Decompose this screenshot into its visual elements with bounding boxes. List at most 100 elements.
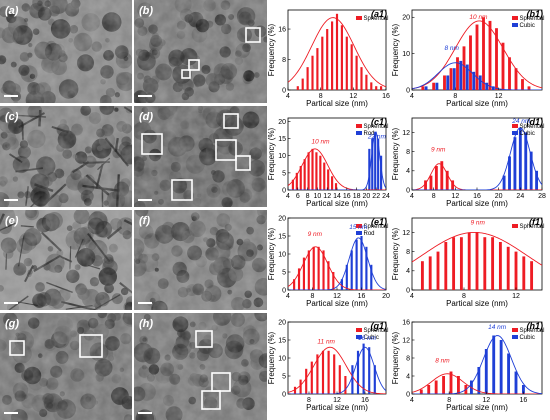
x-axis-label: Partical size (nm) <box>446 403 508 412</box>
bar <box>440 161 444 190</box>
y-axis-label: Frequency (%) <box>391 23 400 76</box>
bar <box>368 347 371 394</box>
bar <box>518 127 522 190</box>
bar <box>307 250 310 290</box>
x-tick-label: 4 <box>286 93 290 100</box>
tem-panel: (h) <box>134 313 267 420</box>
tem-panel: (d) <box>134 106 267 207</box>
peak-annotation: 16 nm <box>358 335 377 342</box>
x-tick-label: 4 <box>286 193 290 200</box>
bar <box>305 368 308 394</box>
tem-panel: (c) <box>0 106 132 207</box>
legend-label: Spherical <box>364 124 389 130</box>
gaussian-fit-line <box>412 20 542 90</box>
bar <box>350 44 353 90</box>
bar <box>377 138 380 190</box>
bar <box>331 21 334 90</box>
bar <box>340 25 343 90</box>
legend-label: Spherical <box>520 224 545 230</box>
legend-swatch <box>512 328 518 332</box>
bar <box>459 60 463 90</box>
bar <box>513 137 517 190</box>
bar <box>429 175 433 190</box>
bar <box>491 86 495 90</box>
bar <box>514 251 518 290</box>
bar <box>316 354 319 394</box>
bar <box>530 261 534 290</box>
highlight-box <box>181 69 191 79</box>
legend-label: Spherical <box>364 224 389 230</box>
bar <box>449 371 453 394</box>
bar <box>499 340 503 394</box>
y-tick-label: 20 <box>278 319 286 326</box>
gaussian-fit-line <box>412 62 542 90</box>
peak-annotation: 14 nm <box>488 324 507 331</box>
plot-frame <box>411 321 543 395</box>
bar <box>452 68 456 90</box>
bar <box>521 385 525 394</box>
gaussian-fit-line <box>288 17 386 88</box>
tem-panel-label: (a) <box>5 5 19 17</box>
bar <box>362 343 365 394</box>
bar <box>442 376 446 394</box>
bar <box>321 350 325 394</box>
legend-swatch <box>356 16 362 20</box>
plot-panel-label: (f1) <box>529 217 543 227</box>
plot-panel-label: (d1) <box>527 117 544 127</box>
scale-bar <box>138 412 152 414</box>
legend-swatch <box>356 224 362 228</box>
highlight-box <box>245 27 261 43</box>
y-tick-label: 0 <box>282 287 286 294</box>
bar <box>291 179 294 190</box>
bar <box>444 242 448 290</box>
tem-panel-label: (b) <box>139 5 153 17</box>
gaussian-fit-line <box>288 148 386 190</box>
peak-annotation: 9 nm <box>308 231 323 238</box>
peak-annotation: 8 nm <box>445 45 460 52</box>
peak-annotation: 10 nm <box>312 139 331 146</box>
bar <box>327 261 330 290</box>
y-tick-label: 0 <box>282 391 286 398</box>
bar <box>436 251 440 290</box>
bar <box>315 152 318 190</box>
gaussian-fit-line <box>412 127 542 190</box>
x-tick-label: 14 <box>333 193 341 200</box>
bar <box>514 371 518 394</box>
peak-annotation: 9 nm <box>471 220 486 227</box>
y-tick-label: 12 <box>402 337 410 344</box>
bar <box>521 79 524 90</box>
bar <box>338 365 341 394</box>
bar <box>302 257 306 290</box>
bar <box>293 279 296 290</box>
legend-swatch <box>356 124 362 128</box>
bar <box>472 71 476 90</box>
bar <box>522 256 526 290</box>
bar <box>295 172 298 190</box>
y-tick-label: 5 <box>282 373 286 380</box>
bar <box>492 335 496 394</box>
bar <box>303 159 306 190</box>
bar <box>491 237 495 290</box>
bar <box>449 68 453 90</box>
gaussian-fit-line <box>288 131 386 190</box>
bar <box>350 250 353 290</box>
legend-swatch <box>512 335 518 339</box>
bar <box>351 365 354 394</box>
bar <box>535 170 539 190</box>
legend-label: Cubic <box>520 23 535 29</box>
scale-bar <box>138 95 152 97</box>
bar <box>443 75 446 90</box>
bar <box>451 180 455 190</box>
bar <box>475 232 479 290</box>
x-tick-label: 20 <box>382 293 390 300</box>
x-axis-label: Partical size (nm) <box>306 403 368 412</box>
x-axis-label: Partical size (nm) <box>306 99 368 108</box>
legend-label: Cubic <box>364 335 379 341</box>
scale-bar <box>4 412 18 414</box>
highlight-box <box>188 59 200 71</box>
highlight-box <box>171 179 193 201</box>
y-axis-label: Frequency (%) <box>391 227 400 280</box>
x-tick-label: 4 <box>410 193 414 200</box>
